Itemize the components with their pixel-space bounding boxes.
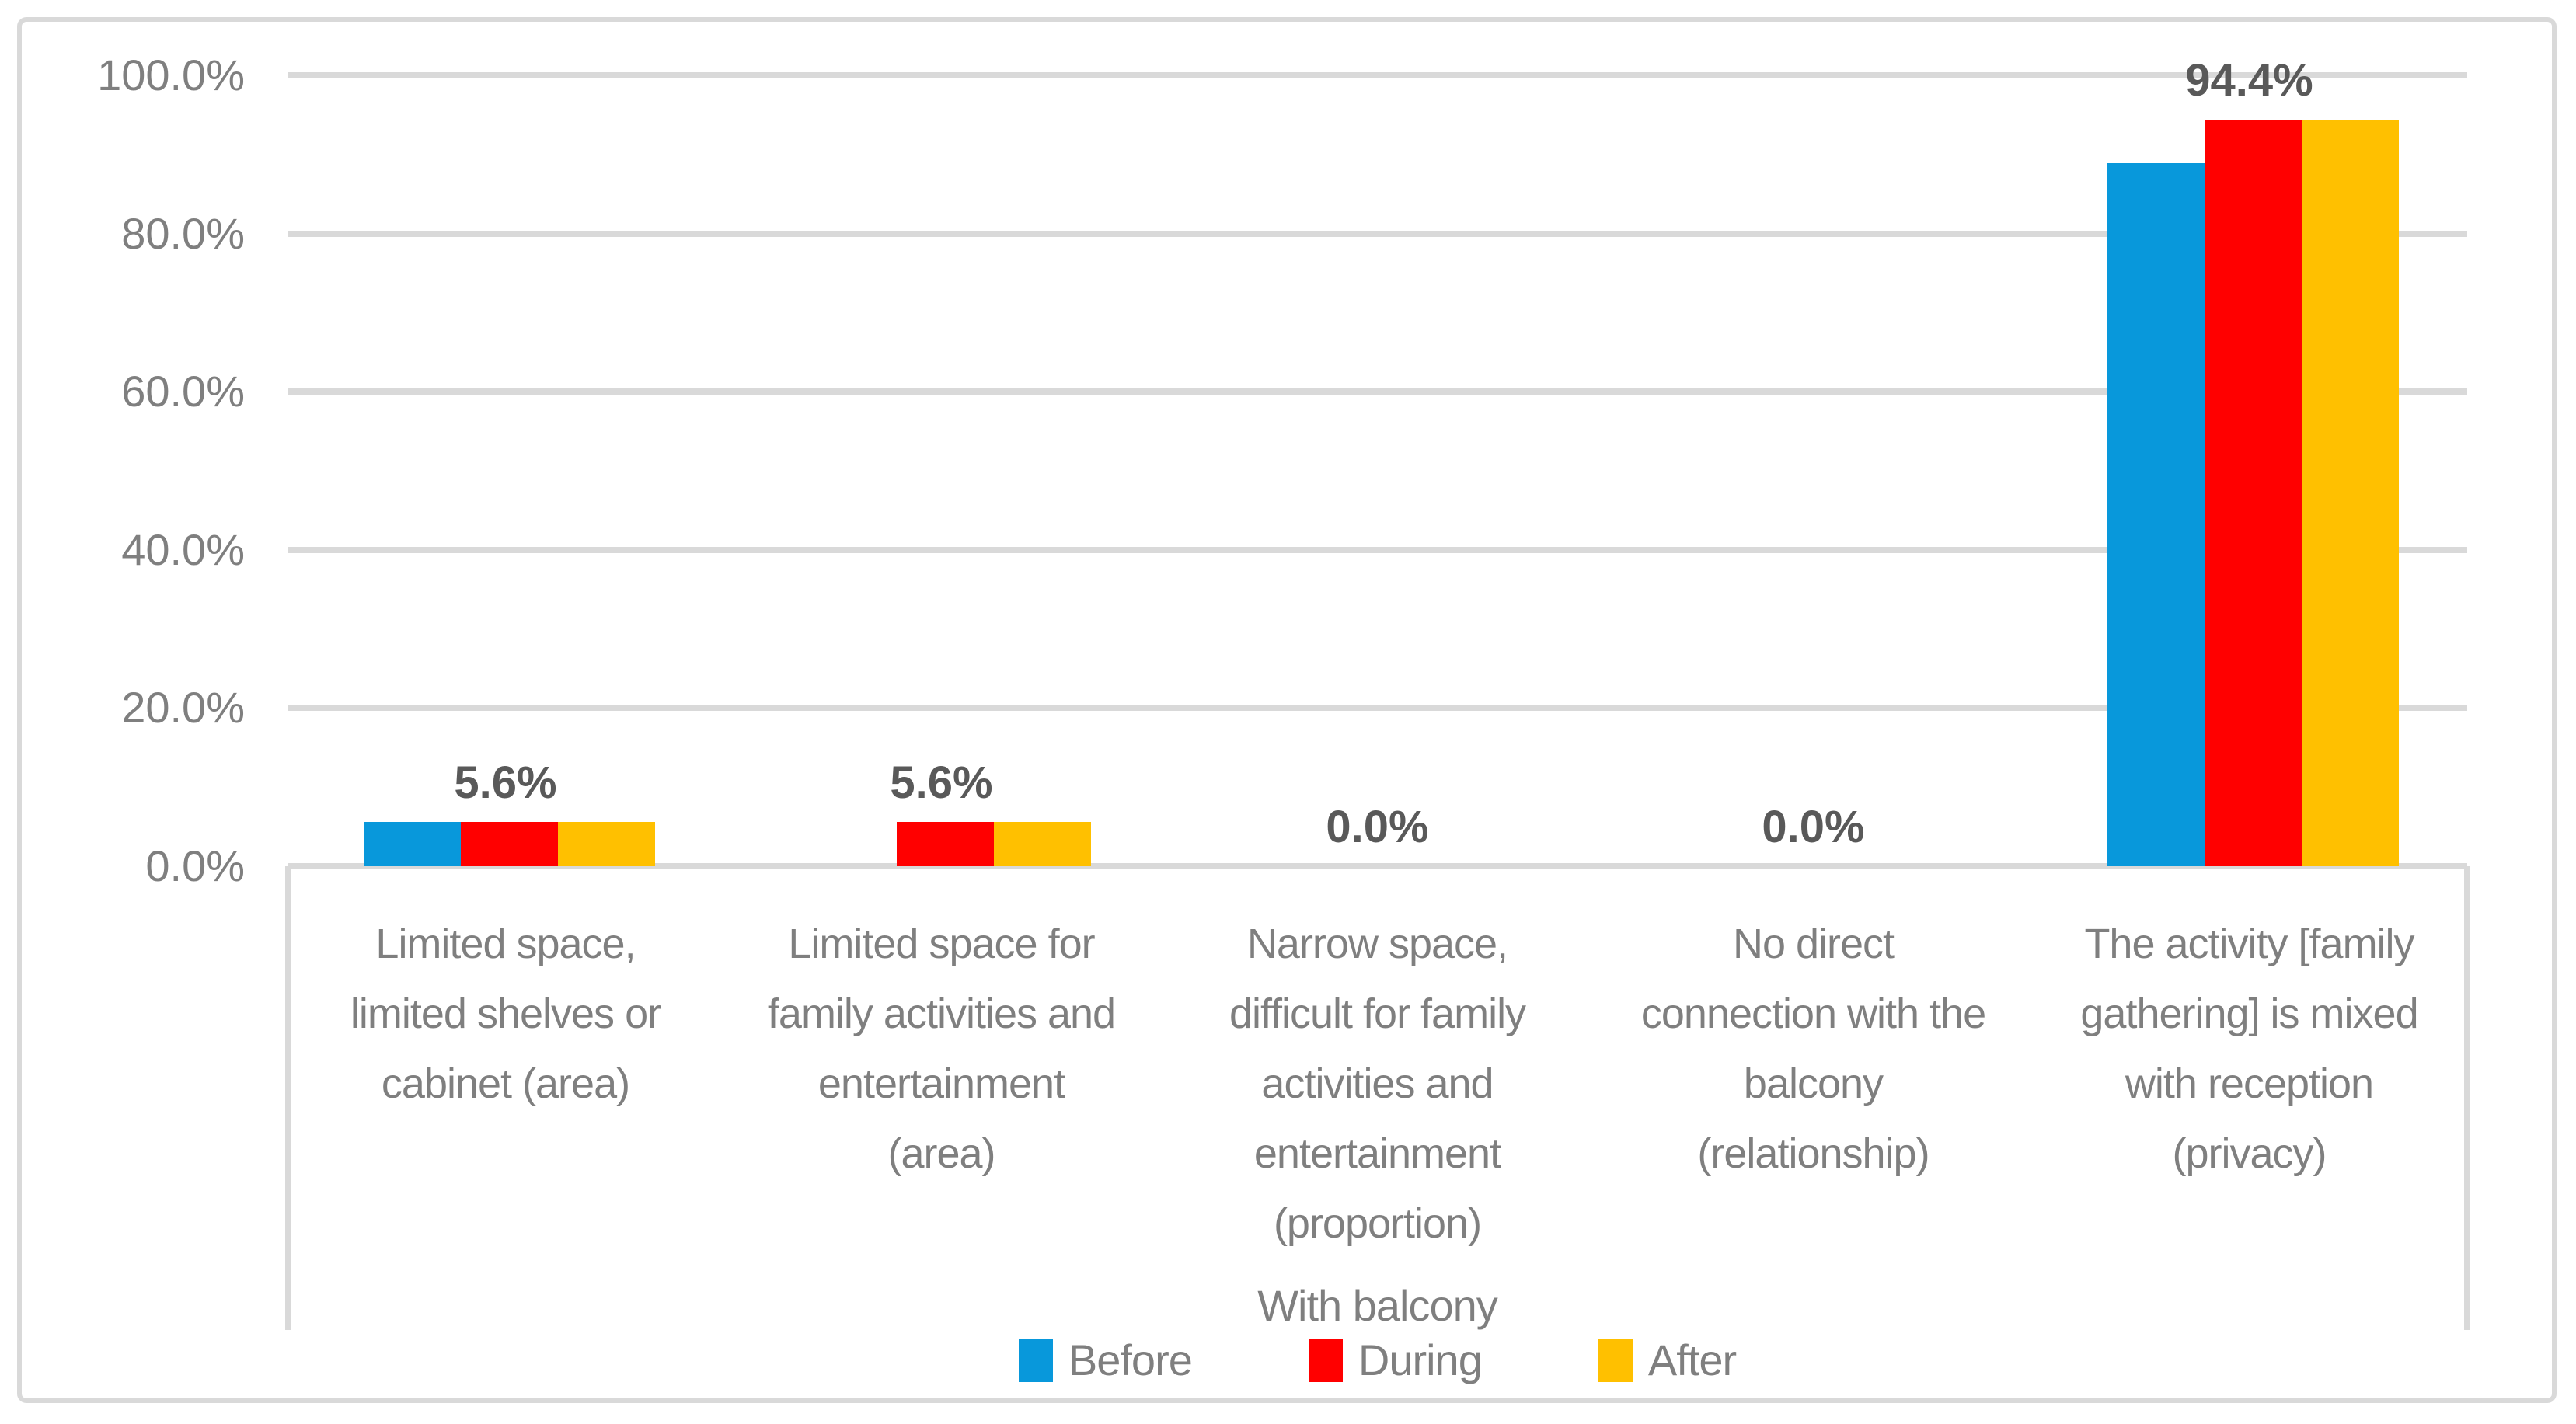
- y-axis: 0.0% 20.0% 40.0% 60.0% 80.0% 100.0%: [23, 50, 245, 890]
- category-axis-labels: Limited space, limited shelves or cabine…: [288, 909, 2467, 1259]
- bar-after: [994, 822, 1091, 866]
- legend-item-during: During: [1308, 1335, 1483, 1385]
- data-label: 5.6%: [454, 757, 557, 808]
- legend-label: Before: [1068, 1335, 1193, 1384]
- data-label: 0.0%: [1762, 802, 1865, 852]
- gridline-80: [288, 231, 2467, 237]
- bar-group: 5.6%: [723, 75, 1159, 866]
- bar-after: [558, 822, 655, 866]
- plot-area: 5.6% 5.6% 0.0% 0.0% 94.4%: [288, 57, 2467, 869]
- bar-during: [461, 822, 558, 866]
- y-tick-label: 80.0%: [121, 209, 245, 258]
- legend: Before During After: [288, 1335, 2467, 1385]
- bar-group: 0.0%: [1595, 75, 2031, 866]
- legend-item-before: Before: [1018, 1335, 1193, 1385]
- gridline-0: [288, 863, 2467, 869]
- category-label: The activity [family gathering] is mixed…: [2080, 921, 2418, 1177]
- bar-during: [897, 822, 994, 866]
- y-tick-label: 20.0%: [121, 683, 245, 732]
- legend-item-after: After: [1598, 1335, 1737, 1385]
- category-axis-separator-left: [285, 866, 291, 1330]
- bar-before: [364, 822, 461, 866]
- category-axis-separator-right: [2464, 866, 2470, 1330]
- legend-label: After: [1647, 1335, 1737, 1384]
- category-label: Limited space, limited shelves or cabine…: [350, 921, 661, 1107]
- bar-during: [2205, 120, 2302, 866]
- gridline-60: [288, 388, 2467, 395]
- data-label: 0.0%: [1326, 802, 1429, 852]
- axis-group-label: With balcony: [1257, 1281, 1498, 1330]
- y-tick-label: 40.0%: [121, 525, 245, 574]
- category-label: Limited space for family activities and …: [767, 921, 1116, 1177]
- category-label: No direct connection with the balcony (r…: [1640, 921, 1986, 1177]
- legend-swatch-icon: [1018, 1338, 1053, 1382]
- bar-group: 5.6%: [288, 75, 723, 866]
- bar-group: 0.0%: [1159, 75, 1595, 866]
- bar-after: [2302, 120, 2399, 866]
- gridline-20: [288, 705, 2467, 711]
- y-tick-label: 100.0%: [97, 50, 245, 99]
- y-tick-label: 60.0%: [121, 367, 245, 416]
- y-tick-label: 0.0%: [145, 841, 245, 890]
- data-label: 94.4%: [2185, 55, 2313, 106]
- bar-before: [2107, 163, 2205, 866]
- gridline-100: [288, 72, 2467, 78]
- bar-group: 94.4%: [2031, 57, 2467, 866]
- gridline-40: [288, 547, 2467, 553]
- legend-swatch-icon: [1308, 1338, 1343, 1382]
- data-label: 5.6%: [890, 757, 993, 808]
- legend-swatch-icon: [1598, 1338, 1633, 1382]
- category-label: Narrow space, difficult for family activ…: [1229, 921, 1526, 1247]
- legend-label: During: [1358, 1335, 1483, 1384]
